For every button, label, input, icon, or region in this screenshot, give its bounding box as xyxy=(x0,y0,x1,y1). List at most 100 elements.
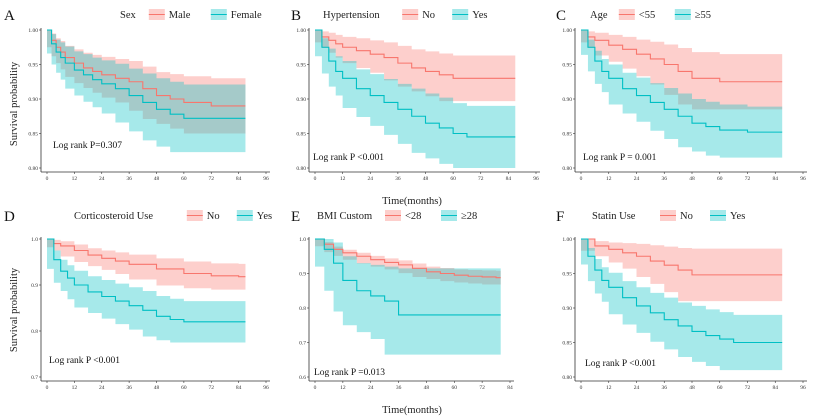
logrank-annotation: Log rank P =0.013 xyxy=(314,368,385,378)
panel-letter: E xyxy=(291,209,300,225)
x-tick-label: 36 xyxy=(126,385,132,391)
x-tick-label: 24 xyxy=(99,385,105,391)
legend-entry: No xyxy=(680,211,693,222)
x-tick-label: 72 xyxy=(745,385,751,391)
legend-entry: Yes xyxy=(257,211,272,222)
y-tick-label: 0.7 xyxy=(299,341,306,347)
legend-entry: ≥55 xyxy=(695,10,711,21)
x-tick-label: 0 xyxy=(46,176,49,182)
x-tick-label: 12 xyxy=(340,176,346,182)
x-tick-label: 84 xyxy=(507,385,513,391)
legend-entry: Yes xyxy=(730,211,745,222)
x-tick-label: 84 xyxy=(236,385,242,391)
x-tick-label: 24 xyxy=(634,176,640,182)
y-tick-label: 1.00 xyxy=(296,28,306,34)
x-tick-label: 36 xyxy=(662,385,668,391)
panel-letter: A xyxy=(4,8,15,24)
x-tick-label: 0 xyxy=(314,385,317,391)
y-tick-label: 0.6 xyxy=(299,375,306,381)
y-tick-label: 0.95 xyxy=(28,63,38,69)
legend-title: Statin Use xyxy=(592,211,636,222)
logrank-annotation: Log rank P <0.001 xyxy=(49,356,120,366)
km-panel-f: F Statin Use No Yes 0.80 0.85 0.90 0.95 1.00 0 12 2… xyxy=(556,209,807,391)
x-tick-label: 12 xyxy=(72,176,78,182)
y-tick-label: 0.95 xyxy=(296,63,306,69)
legend-title: Corticosteroid Use xyxy=(74,211,153,222)
panel-letter: C xyxy=(556,8,566,24)
y-tick-label: 0.85 xyxy=(562,132,572,138)
logrank-annotation: Log rank P <0.001 xyxy=(313,153,384,163)
ci-band-yes xyxy=(581,239,783,371)
survival-curve-yes xyxy=(47,238,246,323)
x-tick-label: 96 xyxy=(800,176,806,182)
survival-curve-28 xyxy=(315,238,501,279)
y-axis-title-bottom: Survival probability xyxy=(9,267,20,352)
x-tick-label: 60 xyxy=(717,176,723,182)
panel-letter: D xyxy=(4,209,15,225)
legend-entry: Female xyxy=(231,10,262,21)
x-tick-label: 48 xyxy=(154,176,160,182)
x-tick-label: 72 xyxy=(209,176,215,182)
y-tick-label: 0.8 xyxy=(31,329,38,335)
x-tick-label: 24 xyxy=(634,385,640,391)
ci-band-male xyxy=(47,30,246,134)
x-axis-title: Time(months) xyxy=(382,196,442,207)
ci-band-yes xyxy=(47,239,246,343)
y-tick-label: 0.80 xyxy=(296,166,306,172)
x-tick-label: 48 xyxy=(689,176,695,182)
x-tick-label: 24 xyxy=(368,385,374,391)
legend-entry: <55 xyxy=(639,10,655,21)
x-tick-label: 12 xyxy=(606,385,612,391)
km-panel-c: C Age <55 ≥55 0.80 0.85 0.90 0.95 1.00 0 12 24 36 48 6… xyxy=(556,8,807,182)
y-tick-label: 0.80 xyxy=(28,166,38,172)
legend-title: Sex xyxy=(120,10,137,21)
y-tick-label: 0.90 xyxy=(562,306,572,312)
x-tick-label: 0 xyxy=(580,176,583,182)
x-tick-label: 0 xyxy=(314,176,317,182)
x-tick-label: 60 xyxy=(181,385,187,391)
panel-letter: B xyxy=(291,8,301,24)
y-tick-label: 1.0 xyxy=(31,237,38,243)
x-tick-label: 48 xyxy=(689,385,695,391)
x-tick-label: 72 xyxy=(479,385,485,391)
x-tick-label: 24 xyxy=(99,176,105,182)
x-tick-label: 24 xyxy=(368,176,374,182)
x-tick-label: 12 xyxy=(72,385,78,391)
y-tick-label: 0.90 xyxy=(562,97,572,103)
x-tick-label: 0 xyxy=(580,385,583,391)
y-tick-label: 0.85 xyxy=(296,132,306,138)
survival-curve-no xyxy=(47,238,246,278)
legend-entry: Yes xyxy=(472,10,487,21)
y-tick-label: 0.9 xyxy=(31,283,38,289)
legend-entry: ≥28 xyxy=(461,211,477,222)
y-tick-label: 0.8 xyxy=(299,306,306,312)
survival-curve-male xyxy=(47,29,246,107)
y-tick-label: 1.0 xyxy=(299,237,306,243)
legend-entry: No xyxy=(422,10,435,21)
survival-curve-no xyxy=(581,238,783,276)
x-tick-label: 84 xyxy=(236,176,242,182)
legend-entry: <28 xyxy=(405,211,421,222)
logrank-annotation: Log rank P=0.307 xyxy=(53,141,122,151)
x-tick-label: 48 xyxy=(154,385,160,391)
ci-band-female xyxy=(47,30,246,153)
km-panel-d: D Corticosteroid Use No Yes 0.7 0.8 0.9 1.0 0 12 2… xyxy=(4,209,272,391)
x-tick-label: 96 xyxy=(800,385,806,391)
logrank-annotation: Log rank P = 0.001 xyxy=(583,153,657,163)
x-tick-label: 12 xyxy=(340,385,346,391)
legend-title: Hypertension xyxy=(323,10,380,21)
x-tick-label: 60 xyxy=(450,176,456,182)
y-axis-title-top: Survival probability xyxy=(9,61,20,146)
x-tick-label: 84 xyxy=(773,385,779,391)
x-tick-label: 60 xyxy=(717,385,723,391)
survival-curve-female xyxy=(47,29,246,119)
x-tick-label: 96 xyxy=(263,385,269,391)
x-tick-label: 60 xyxy=(452,385,458,391)
panel-letter: F xyxy=(556,209,564,225)
ci-band-28 xyxy=(315,239,501,355)
y-tick-label: 0.7 xyxy=(31,375,38,381)
x-tick-label: 84 xyxy=(506,176,512,182)
x-tick-label: 36 xyxy=(395,176,401,182)
x-tick-label: 96 xyxy=(263,176,269,182)
